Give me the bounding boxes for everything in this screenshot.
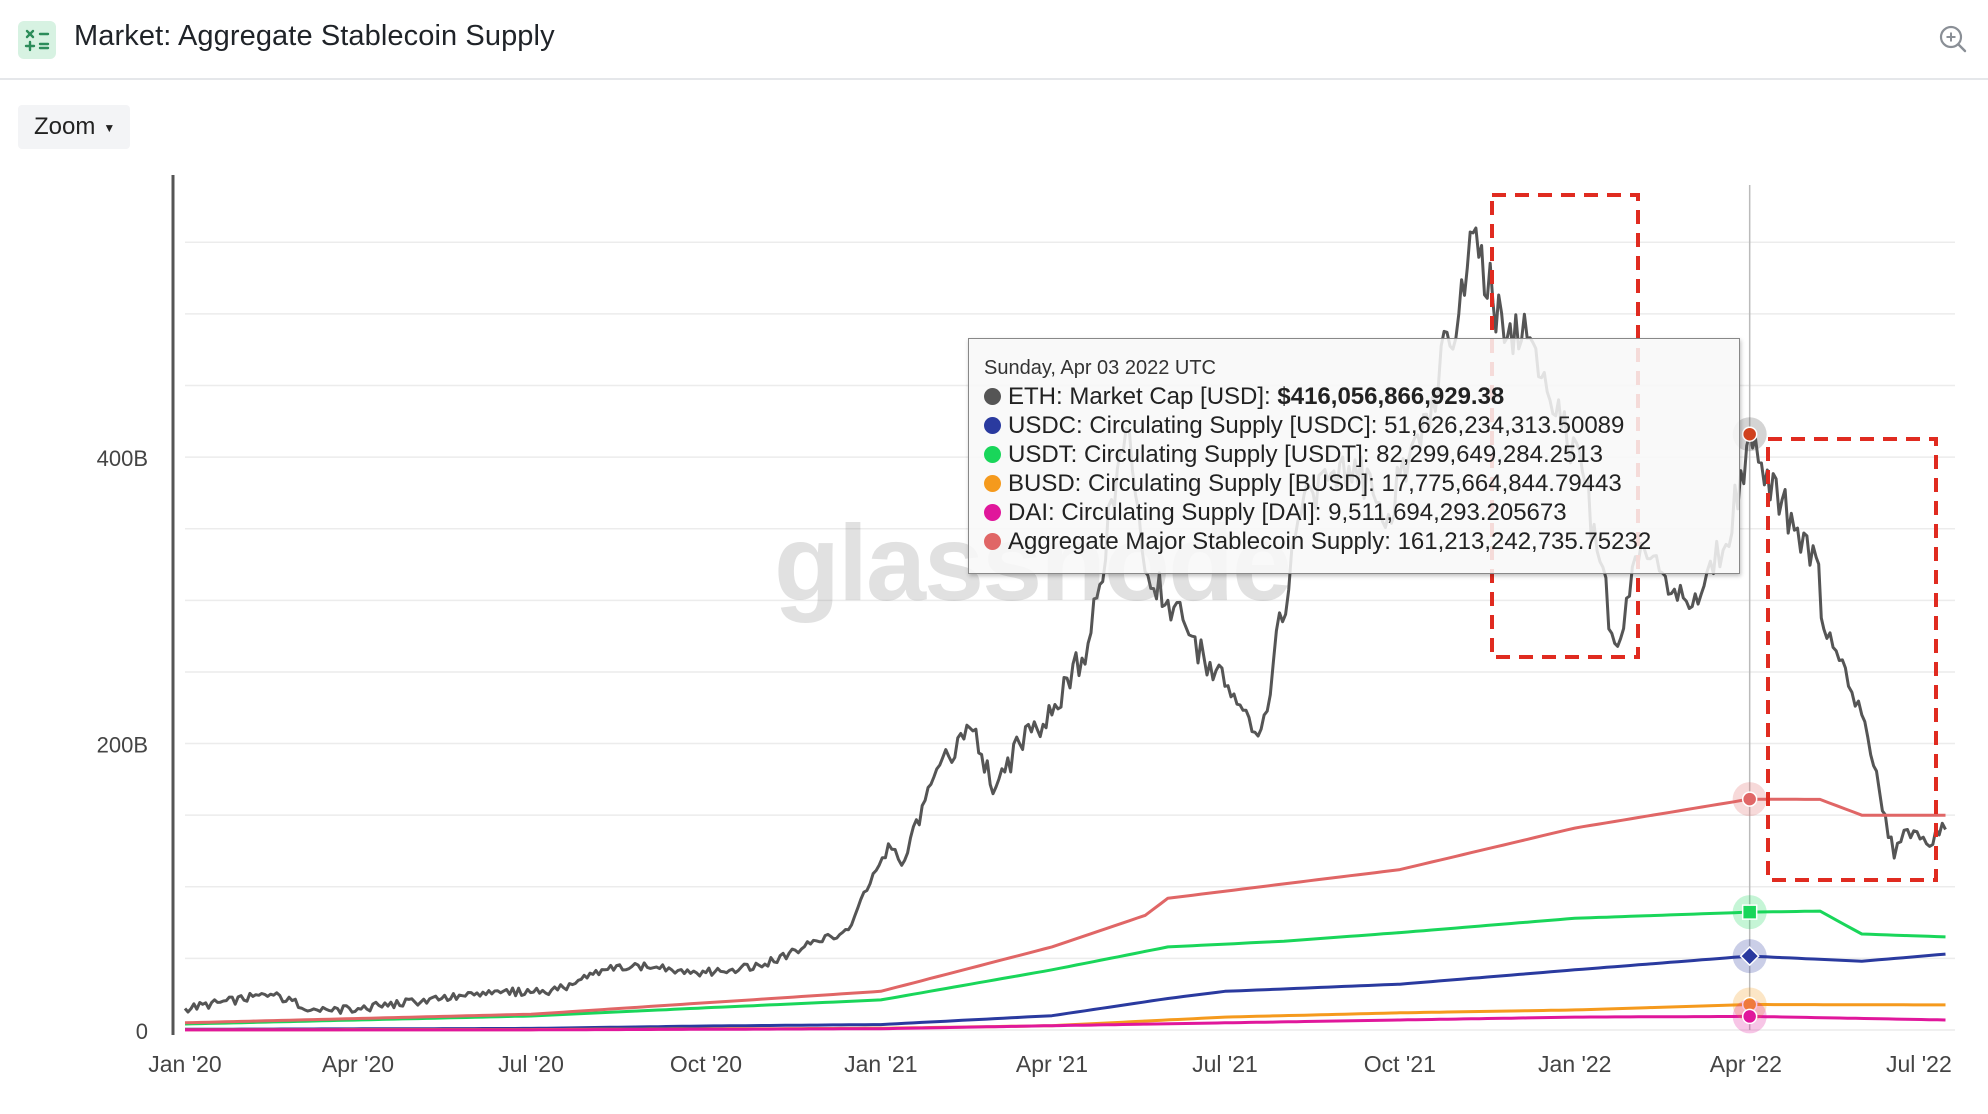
tooltip-label: Aggregate Major Stablecoin Supply: — [1008, 528, 1398, 555]
x-tick-label: Oct '21 — [1364, 1051, 1436, 1077]
x-tick-label: Oct '20 — [670, 1051, 742, 1077]
tooltip-value: 9,511,694,293.205673 — [1328, 499, 1567, 526]
tooltip-row: BUSD: Circulating Supply [BUSD]: 17,775,… — [984, 469, 1739, 498]
tooltip-label: BUSD: Circulating Supply [BUSD]: — [1008, 470, 1382, 497]
tooltip-value: $416,056,866,929.38 — [1277, 383, 1505, 410]
zoom-label: Zoom — [34, 113, 96, 140]
series-line — [184, 797, 1946, 1025]
tooltip-row: USDT: Circulating Supply [USDT]: 82,299,… — [984, 440, 1739, 469]
tooltip-label: USDC: Circulating Supply [USDC]: — [1008, 412, 1385, 439]
x-tick-label: Jan '20 — [148, 1051, 221, 1077]
legend-dot-icon — [984, 504, 1001, 521]
calculator-icon — [18, 21, 56, 59]
x-tick-label: Jan '21 — [844, 1051, 917, 1077]
y-tick-label: 400B — [97, 446, 148, 471]
tooltip-value: 17,775,664,844.79443 — [1381, 470, 1622, 497]
y-tick-label: 0 — [136, 1019, 148, 1044]
marker — [1741, 791, 1758, 807]
marker — [1739, 946, 1760, 967]
x-tick-label: Jul '21 — [1192, 1051, 1258, 1077]
y-tick-label: 200B — [97, 733, 148, 758]
series-line — [184, 909, 1946, 1026]
legend-dot-icon — [984, 533, 1001, 550]
highlight-box — [1766, 437, 1938, 882]
zoom-in-icon[interactable] — [1938, 24, 1968, 54]
legend-dot-icon — [984, 417, 1001, 434]
tooltip-date: Sunday, Apr 03 2022 UTC — [984, 357, 1216, 379]
tooltip-row: ETH: Market Cap [USD]: $416,056,866,929.… — [984, 382, 1739, 411]
legend-dot-icon — [984, 388, 1001, 405]
legend-dot-icon — [984, 446, 1001, 463]
chart-area[interactable]: 0 200B 400B Jan '20 Apr '20 Jul '20 Oct '20 Jan… — [0, 160, 1988, 1114]
zoom-dropdown[interactable]: Zoom ▼ — [18, 105, 130, 149]
legend-dot-icon — [984, 475, 1001, 492]
x-tick-label: Apr '21 — [1016, 1051, 1088, 1077]
x-tick-label: Jul '22 — [1886, 1051, 1952, 1077]
chart-tooltip: Sunday, Apr 03 2022 UTC ETH: Market Cap … — [968, 338, 1740, 574]
tooltip-label: ETH: Market Cap [USD]: — [1008, 383, 1278, 410]
page-title: Market: Aggregate Stablecoin Supply — [74, 20, 555, 52]
marker — [1741, 426, 1758, 442]
marker — [1741, 904, 1758, 920]
x-tick-label: Apr '20 — [322, 1051, 394, 1077]
caret-down-icon: ▼ — [103, 120, 116, 135]
tooltip-label: DAI: Circulating Supply [DAI]: — [1008, 499, 1329, 526]
x-tick-label: Apr '22 — [1710, 1051, 1782, 1077]
tooltip-row: Aggregate Major Stablecoin Supply: 161,2… — [984, 527, 1739, 556]
x-tick-label: Jan '22 — [1538, 1051, 1611, 1077]
x-tick-label: Jul '20 — [498, 1051, 564, 1077]
tooltip-label: USDT: Circulating Supply [USDT]: — [1008, 441, 1377, 468]
tooltip-row: DAI: Circulating Supply [DAI]: 9,511,694… — [984, 498, 1739, 527]
tooltip-value: 51,626,234,313.50089 — [1384, 412, 1625, 439]
tooltip-value: 82,299,649,284.2513 — [1376, 441, 1603, 468]
marker — [1741, 1008, 1758, 1025]
tooltip-value: 161,213,242,735.75232 — [1397, 528, 1652, 555]
panel-header: Market: Aggregate Stablecoin Supply — [0, 0, 1988, 80]
series-line — [185, 1014, 1946, 1032]
tooltip-row: USDC: Circulating Supply [USDC]: 51,626,… — [984, 411, 1739, 440]
